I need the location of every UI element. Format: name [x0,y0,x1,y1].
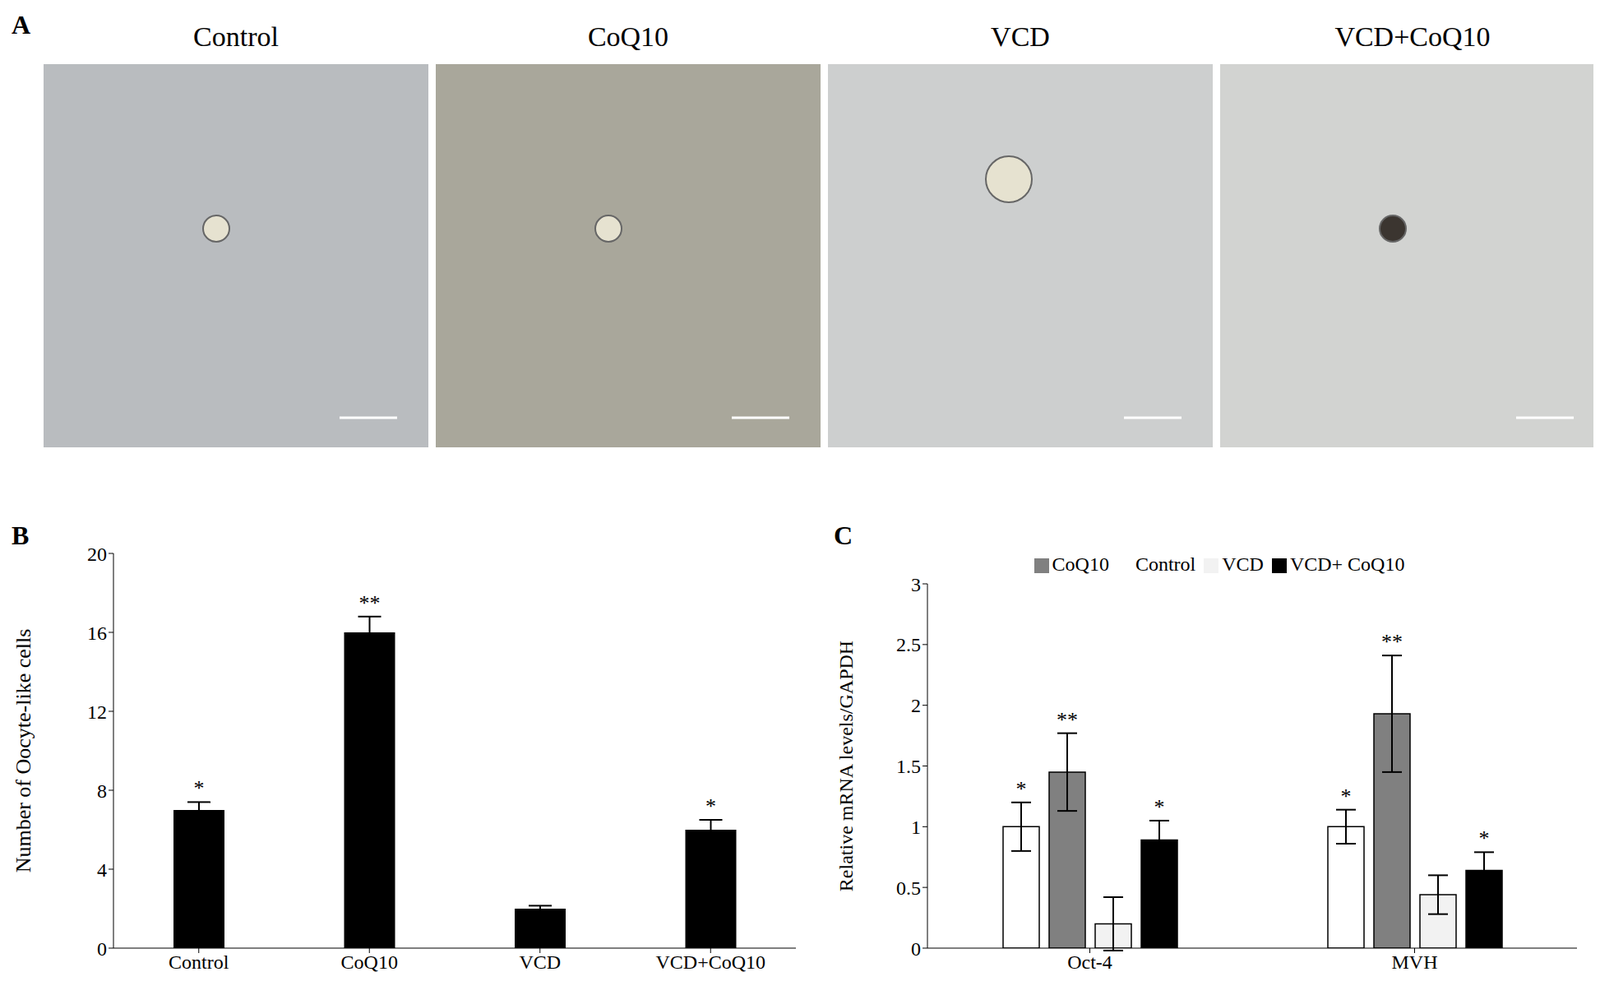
html-text:Control: Control [1135,553,1196,575]
svg-text:3: 3 [910,573,921,596]
svg-text:VCD: VCD [518,951,561,973]
svg-text:VCD+CoQ10: VCD+CoQ10 [655,951,766,973]
svg-text:Relative mRNA levels/GAPDH: Relative mRNA levels/GAPDH [835,640,857,892]
svg-text:20: 20 [87,543,107,565]
svg-text:**: ** [1056,707,1078,732]
html-text:VCD: VCD [990,21,1050,52]
html-text:VCD: VCD [1221,553,1264,575]
svg-text:Control: Control [168,951,230,973]
svg-text:1.5: 1.5 [896,755,921,777]
html-text:Control: Control [193,21,279,52]
html-text:A: A [11,9,31,40]
svg-text:*: * [194,776,205,800]
html-text:C: C [833,520,853,551]
svg-text:12: 12 [87,701,107,723]
svg-text:8: 8 [97,780,107,802]
svg-text:*: * [1341,784,1352,809]
svg-text:*: * [1479,826,1490,851]
svg-text:1: 1 [910,816,921,838]
svg-text:0: 0 [97,938,107,960]
svg-text:*: * [1016,776,1027,801]
svg-text:CoQ10: CoQ10 [341,951,398,973]
html-text:CoQ10: CoQ10 [587,21,669,52]
svg-text:MVH: MVH [1391,951,1438,973]
svg-text:4: 4 [97,859,107,881]
html-text:CoQ10: CoQ10 [1052,553,1110,575]
svg-text:*: * [705,794,717,819]
svg-text:**: ** [1381,629,1403,654]
html-text:VCD+ CoQ10: VCD+ CoQ10 [1289,553,1405,575]
html-text:B: B [11,520,30,551]
svg-text:*: * [1154,795,1166,819]
svg-text:16: 16 [87,622,107,644]
svg-text:0.5: 0.5 [896,877,921,899]
svg-text:Number of Oocyte-like cells: Number of Oocyte-like cells [11,628,36,874]
html-text:VCD+CoQ10: VCD+CoQ10 [1334,21,1491,52]
svg-text:**: ** [359,591,381,616]
svg-text:2.5: 2.5 [896,633,921,656]
svg-text:2: 2 [910,694,921,717]
svg-text:0: 0 [910,938,921,960]
svg-text:Oct-4: Oct-4 [1067,951,1113,973]
